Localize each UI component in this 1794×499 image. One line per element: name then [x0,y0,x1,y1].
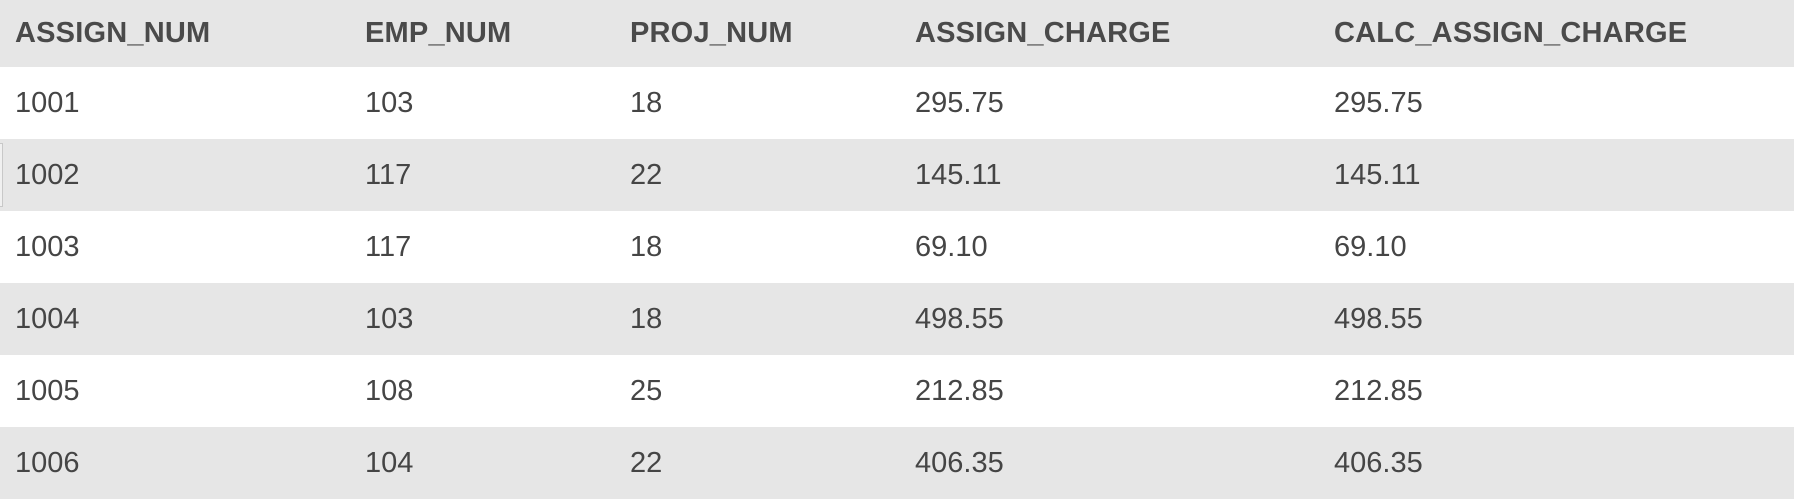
cell-calc-assign-charge: 69.10 [1334,230,1407,263]
cell-emp-num: 117 [365,158,412,191]
cell-emp-num: 104 [365,446,414,479]
column-header-emp-num[interactable]: EMP_NUM [365,17,512,49]
column-header-assign-charge[interactable]: ASSIGN_CHARGE [915,17,1171,49]
cell-proj-num: 18 [630,86,663,119]
column-header-proj-num[interactable]: PROJ_NUM [630,17,793,49]
cell-emp-num: 108 [365,374,414,407]
cell-assign-num: 1002 [15,158,80,191]
cell-emp-num: 103 [365,86,414,119]
table-row[interactable]: 1003 117 18 69.10 69.10 [0,211,1794,283]
row-selection-handle[interactable] [0,143,3,207]
table-body: 1001 103 18 295.75 295.75 1002 117 22 14… [0,67,1794,499]
cell-assign-num: 1006 [15,446,80,479]
cell-assign-charge: 69.10 [915,230,988,263]
header-row: ASSIGN_NUM EMP_NUM PROJ_NUM ASSIGN_CHARG… [0,0,1794,67]
cell-assign-charge: 406.35 [915,446,1004,479]
cell-assign-charge: 295.75 [915,86,1004,119]
table-row[interactable]: 1001 103 18 295.75 295.75 [0,67,1794,139]
cell-assign-num: 1001 [15,86,80,119]
table-row[interactable]: 1002 117 22 145.11 145.11 [0,139,1794,211]
cell-proj-num: 18 [630,302,663,335]
column-header-assign-num[interactable]: ASSIGN_NUM [15,17,211,49]
column-header-calc-assign-charge[interactable]: CALC_ASSIGN_CHARGE [1334,17,1688,49]
cell-assign-num: 1003 [15,230,80,263]
cell-proj-num: 22 [630,158,663,191]
cell-assign-charge: 212.85 [915,374,1004,407]
cell-emp-num: 103 [365,302,414,335]
table-row[interactable]: 1006 104 22 406.35 406.35 [0,427,1794,499]
cell-proj-num: 25 [630,374,663,407]
cell-proj-num: 22 [630,446,663,479]
cell-calc-assign-charge: 498.55 [1334,302,1423,335]
table-row[interactable]: 1004 103 18 498.55 498.55 [0,283,1794,355]
cell-assign-num: 1005 [15,374,80,407]
cell-calc-assign-charge: 406.35 [1334,446,1423,479]
cell-calc-assign-charge: 145.11 [1334,158,1421,191]
cell-calc-assign-charge: 212.85 [1334,374,1423,407]
cell-assign-num: 1004 [15,302,80,335]
cell-calc-assign-charge: 295.75 [1334,86,1423,119]
table-header: ASSIGN_NUM EMP_NUM PROJ_NUM ASSIGN_CHARG… [0,0,1794,67]
cell-assign-charge: 145.11 [915,158,1002,191]
cell-assign-charge: 498.55 [915,302,1004,335]
cell-emp-num: 117 [365,230,412,263]
table-row[interactable]: 1005 108 25 212.85 212.85 [0,355,1794,427]
cell-proj-num: 18 [630,230,663,263]
